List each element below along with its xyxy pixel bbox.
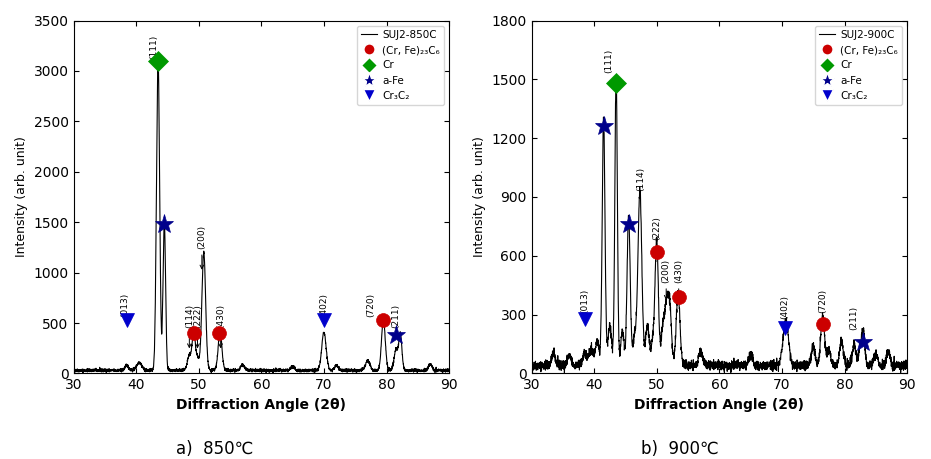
Text: (720): (720) (818, 289, 827, 313)
Y-axis label: Intensity (arb. unit): Intensity (arb. unit) (473, 136, 486, 257)
Text: (111): (111) (149, 34, 158, 59)
Text: (013): (013) (580, 288, 589, 313)
Text: (402): (402) (780, 295, 789, 319)
Y-axis label: Intensity (arb. unit): Intensity (arb. unit) (15, 136, 28, 257)
Text: (200): (200) (197, 225, 207, 269)
Text: (200): (200) (662, 259, 670, 299)
Text: (211): (211) (849, 306, 858, 330)
Text: (430): (430) (674, 259, 683, 299)
Text: (211): (211) (391, 304, 400, 328)
Text: a)  850℃: a) 850℃ (176, 440, 252, 459)
Text: (720): (720) (367, 293, 375, 317)
X-axis label: Diffraction Angle (2θ): Diffraction Angle (2θ) (634, 398, 804, 412)
Text: (222): (222) (653, 216, 661, 256)
Text: (013): (013) (120, 293, 129, 317)
Text: (222): (222) (193, 304, 202, 347)
Text: b)  900℃: b) 900℃ (641, 440, 719, 459)
Text: (430): (430) (216, 304, 225, 347)
Text: (402): (402) (319, 293, 329, 317)
X-axis label: Diffraction Angle (2θ): Diffraction Angle (2θ) (176, 398, 346, 412)
Legend: SUJ2-900C, (Cr, Fe)₂₃C₆, Cr, a-Fe, Cr₃C₂: SUJ2-900C, (Cr, Fe)₂₃C₆, Cr, a-Fe, Cr₃C₂ (815, 26, 902, 105)
Text: (114): (114) (637, 167, 646, 191)
Text: (114): (114) (185, 304, 194, 347)
Text: (111): (111) (604, 49, 613, 73)
Legend: SUJ2-850C, (Cr, Fe)₂₃C₆, Cr, a-Fe, Cr₃C₂: SUJ2-850C, (Cr, Fe)₂₃C₆, Cr, a-Fe, Cr₃C₂ (357, 26, 444, 105)
